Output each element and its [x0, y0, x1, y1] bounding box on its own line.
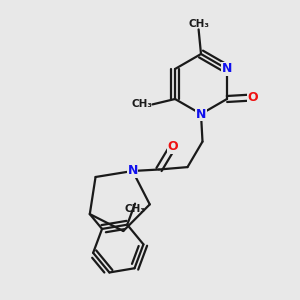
Text: CH₃: CH₃: [188, 20, 209, 29]
Text: CH₃: CH₃: [131, 99, 152, 110]
Text: N: N: [222, 62, 232, 76]
Text: CH₃: CH₃: [124, 204, 146, 214]
Text: O: O: [247, 91, 258, 104]
Text: N: N: [196, 107, 206, 121]
Text: O: O: [167, 140, 178, 154]
Text: N: N: [128, 164, 138, 178]
